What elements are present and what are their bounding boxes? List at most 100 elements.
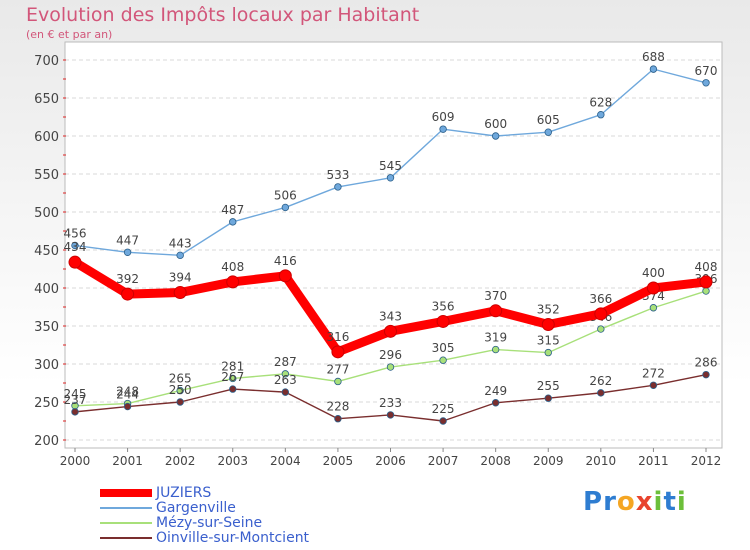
data-point — [544, 394, 552, 402]
x-tick-label: 2008 — [480, 454, 511, 468]
y-tick-label: 700 — [34, 54, 59, 69]
y-tick-label: 650 — [34, 92, 59, 107]
y-tick-label: 400 — [34, 282, 59, 297]
data-label: 287 — [274, 355, 297, 369]
x-tick-label: 2011 — [638, 454, 669, 468]
legend-label: Oinville-sur-Montcient — [156, 530, 310, 546]
data-point — [281, 370, 290, 378]
chart-subtitle: (en € et par an) — [26, 28, 113, 41]
y-tick-label: 300 — [34, 358, 59, 373]
data-point — [278, 269, 292, 283]
x-tick-label: 2001 — [112, 454, 143, 468]
data-point — [597, 389, 605, 397]
data-point — [334, 377, 342, 386]
x-tick-label: 2012 — [691, 454, 722, 468]
x-tick-label: 2000 — [60, 454, 91, 468]
data-point — [176, 386, 184, 395]
data-label: 356 — [432, 299, 455, 313]
data-point — [226, 275, 240, 289]
x-tick-label: 2006 — [375, 454, 406, 468]
data-point — [121, 287, 135, 301]
data-point — [597, 111, 605, 119]
data-label: 408 — [221, 260, 244, 274]
data-point — [491, 132, 500, 140]
x-tick-label: 2007 — [428, 454, 459, 468]
data-label: 265 — [169, 372, 192, 386]
data-point — [649, 304, 658, 312]
data-label: 605 — [537, 113, 560, 127]
data-label: 434 — [64, 240, 87, 254]
data-label: 249 — [484, 384, 507, 398]
data-label: 255 — [537, 379, 560, 393]
data-label: 670 — [695, 64, 718, 78]
legend-swatch — [100, 507, 152, 509]
data-point — [439, 356, 447, 364]
data-label: 600 — [484, 117, 507, 131]
data-point — [334, 183, 342, 191]
data-label: 296 — [379, 348, 402, 362]
data-point — [331, 345, 345, 359]
data-point — [386, 363, 395, 371]
legend-swatch — [100, 537, 152, 539]
legend-item-mezy: Mézy-sur-Seine — [100, 516, 262, 531]
y-tick-label: 550 — [34, 168, 59, 183]
data-label: 267 — [221, 370, 244, 384]
plot-area — [64, 41, 723, 449]
data-label: 262 — [589, 374, 612, 388]
legend-swatch — [100, 489, 152, 497]
data-point — [176, 398, 184, 406]
data-point — [384, 324, 397, 338]
legend-label: Gargenville — [156, 500, 236, 516]
data-label: 263 — [274, 373, 297, 387]
data-label: 533 — [326, 168, 349, 182]
data-point — [702, 287, 710, 295]
x-tick-label: 2009 — [533, 454, 564, 468]
data-point — [71, 408, 79, 416]
data-point — [229, 374, 237, 383]
y-tick-label: 600 — [34, 130, 59, 145]
data-point — [541, 317, 555, 331]
data-label: 237 — [64, 393, 87, 407]
legend-item-oinville: Oinville-sur-Montcient — [100, 531, 309, 546]
data-point — [702, 79, 710, 87]
data-label: 609 — [432, 110, 455, 124]
data-label: 245 — [64, 387, 87, 401]
brand-logo: Proxiti — [583, 487, 687, 517]
data-point — [702, 370, 710, 379]
data-point — [386, 411, 395, 419]
data-label: 506 — [274, 188, 297, 202]
data-point — [281, 203, 290, 212]
data-label: 628 — [589, 96, 612, 110]
data-label: 244 — [116, 388, 139, 402]
data-point — [439, 125, 447, 133]
data-label: 545 — [379, 159, 402, 173]
data-label: 228 — [326, 400, 349, 414]
data-label: 416 — [274, 254, 297, 268]
data-label: 277 — [326, 362, 349, 376]
data-label: 319 — [484, 331, 507, 345]
data-point — [594, 307, 608, 321]
data-point — [71, 241, 79, 250]
data-label: 248 — [116, 385, 139, 399]
y-tick-label: 200 — [34, 434, 59, 449]
data-point — [544, 128, 552, 136]
data-point — [123, 402, 132, 411]
data-label: 400 — [642, 266, 665, 280]
data-label: 233 — [379, 396, 402, 410]
data-label: 343 — [379, 309, 402, 323]
data-label: 456 — [64, 226, 87, 240]
data-label: 225 — [432, 402, 455, 416]
data-label: 352 — [537, 302, 560, 316]
data-point — [229, 385, 237, 393]
data-label: 408 — [695, 260, 718, 274]
x-tick-label: 2004 — [270, 454, 301, 468]
data-point — [436, 314, 450, 328]
legend-label: JUZIERS — [156, 485, 212, 501]
y-tick-label: 250 — [34, 396, 59, 411]
legend-swatch — [100, 522, 152, 524]
data-point — [491, 399, 500, 407]
data-label: 447 — [116, 233, 139, 247]
data-point — [334, 415, 342, 423]
data-label: 688 — [642, 50, 665, 64]
